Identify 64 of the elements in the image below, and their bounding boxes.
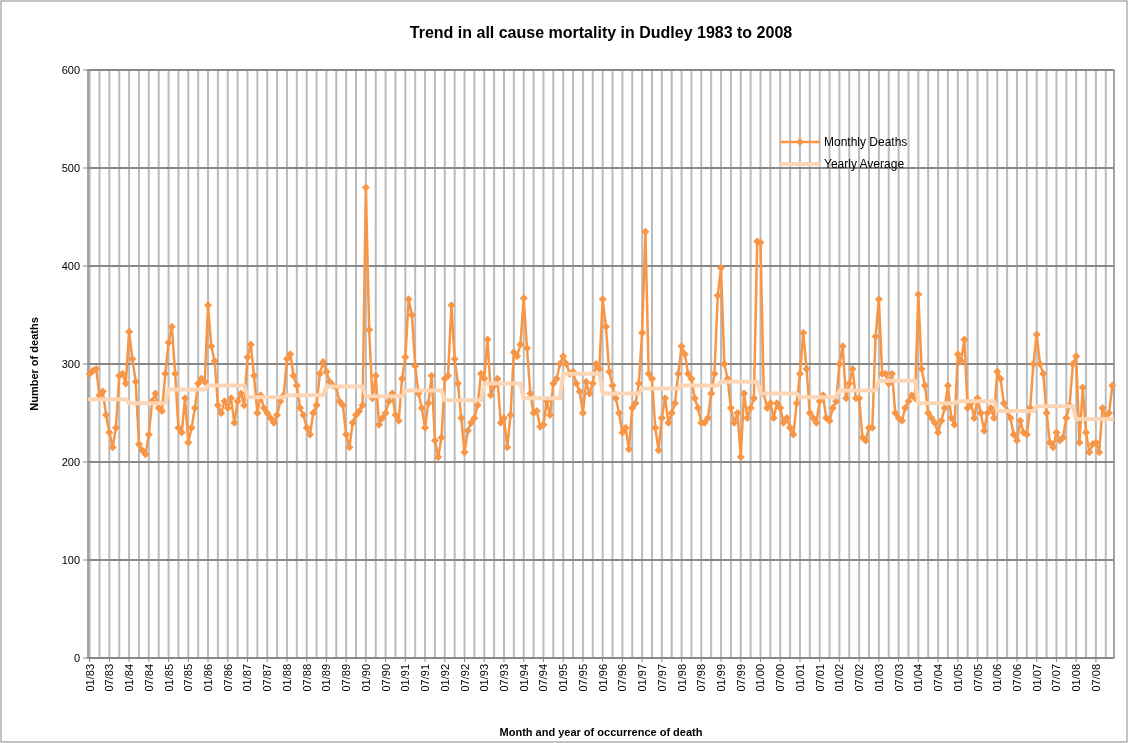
x-tick-label: 01/83 [83,664,96,692]
x-tick-label: 01/91 [399,664,412,692]
x-tick-label: 07/02 [853,664,866,692]
y-tick-label: 400 [61,259,80,272]
x-tick-label: 07/07 [1050,664,1063,692]
x-tick-label: 01/07 [1030,664,1043,692]
y-axis-title: Number of deaths [28,317,40,411]
x-tick-label: 07/98 [695,664,708,692]
x-tick-label: 07/90 [379,664,392,692]
x-tick-label: 01/94 [517,664,530,692]
x-tick-label: 07/95 [576,664,589,692]
x-tick-label: 07/05 [971,664,984,692]
x-tick-label: 07/08 [1089,664,1102,692]
y-tick-label: 600 [61,63,80,76]
x-tick-label: 01/96 [596,664,609,692]
x-tick-label: 07/83 [103,664,116,692]
legend-label: Yearly Average [824,157,905,172]
x-tick-label: 01/97 [636,664,649,692]
x-tick-label: 01/95 [557,664,570,692]
x-axis-title: Month and year of occurrence of death [499,726,703,738]
x-tick-label: 01/01 [793,664,806,692]
x-tick-label: 01/99 [715,664,728,692]
y-tick-label: 200 [61,455,80,468]
x-tick-label: 07/87 [261,664,274,692]
x-tick-label: 01/86 [202,664,215,692]
x-tick-label: 07/93 [497,664,510,692]
x-tick-label: 01/90 [359,664,372,692]
x-tick-label: 01/06 [991,664,1004,692]
x-tick-label: 07/99 [734,664,747,692]
x-tick-label: 07/01 [813,664,826,692]
chart-title: Trend in all cause mortality in Dudley 1983 to 2008 [409,24,793,41]
x-tick-label: 07/84 [142,664,155,692]
x-tick-label: 07/92 [458,664,471,692]
x-tick-label: 01/89 [320,664,333,692]
x-tick-label: 07/85 [182,664,195,692]
x-tick-label: 07/03 [892,664,905,692]
x-tick-label: 07/88 [300,664,313,692]
x-tick-label: 07/06 [1010,664,1023,692]
x-tick-label: 07/96 [616,664,629,692]
y-tick-label: 300 [61,357,80,370]
x-tick-label: 07/89 [340,664,353,692]
x-tick-label: 07/97 [655,664,668,692]
x-tick-label: 01/00 [754,664,767,692]
x-tick-label: 07/04 [932,664,945,692]
legend-label: Monthly Deaths [824,135,908,150]
x-tick-label: 01/05 [951,664,964,692]
y-tick-label: 0 [73,651,80,664]
x-tick-label: 01/85 [162,664,175,692]
x-tick-label: 07/91 [419,664,432,692]
x-tick-label: 07/00 [774,664,787,692]
y-tick-label: 500 [61,161,80,174]
x-tick-label: 01/84 [123,664,136,692]
x-tick-label: 07/86 [221,664,234,692]
x-tick-label: 01/08 [1070,664,1083,692]
x-tick-label: 01/04 [912,664,925,692]
x-tick-label: 01/92 [438,664,451,692]
x-tick-label: 01/88 [280,664,293,692]
x-tick-label: 01/87 [241,664,254,692]
x-tick-label: 07/94 [537,664,550,692]
x-tick-label: 01/98 [675,664,688,692]
y-tick-label: 100 [61,553,80,566]
x-tick-label: 01/93 [478,664,491,692]
x-tick-label: 01/02 [833,664,846,692]
x-tick-label: 01/03 [872,664,885,692]
